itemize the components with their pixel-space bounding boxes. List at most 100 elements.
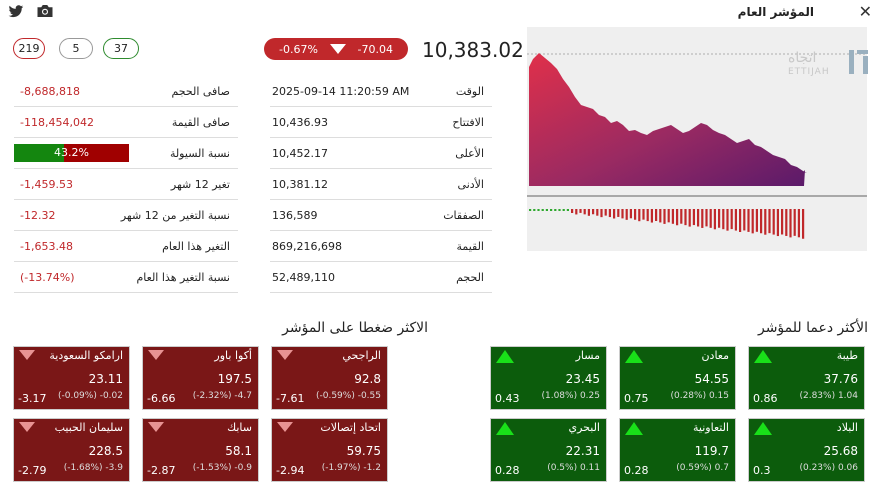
unchanged-badge: 5 [59, 38, 93, 59]
flow-bar [755, 209, 758, 232]
stock-name: سليمان الحبيب [54, 421, 123, 434]
down-triangle-icon [19, 422, 35, 432]
stock-price: 37.76 [823, 372, 858, 386]
flow-bar [802, 209, 805, 239]
flow-bar [676, 209, 679, 226]
down-triangle-icon [329, 44, 346, 54]
stat-label: الوقت [455, 84, 484, 98]
close-icon[interactable]: ✕ [858, 2, 872, 21]
flow-bar [785, 209, 788, 236]
index-impact: -2.87 [147, 464, 176, 477]
flow-bar [692, 209, 695, 226]
flow-bar [537, 209, 540, 211]
flow-bar [650, 209, 653, 223]
up-triangle-icon [625, 422, 643, 435]
pressure-card[interactable]: سليمان الحبيب 228.5 (-1.68%) -3.9 -2.79 [13, 418, 130, 482]
flow-bar [751, 209, 754, 234]
pressure-card[interactable]: أكوا باور 197.5 (-2.32%) -4.7 -6.66 [142, 346, 259, 410]
advancers-badge: 37 [103, 38, 139, 59]
flow-bar [558, 209, 561, 211]
stock-name: طيبة [836, 349, 858, 362]
flow-bar [688, 209, 691, 227]
flow-bar [747, 209, 750, 232]
stat-value: 10,436.93 [272, 115, 328, 129]
flow-bar [545, 209, 548, 211]
index-stats-table: 2025-09-14 11:20:59 AM الوقت 10,436.93 ا… [270, 76, 492, 293]
flow-bar [667, 209, 670, 223]
stat-value: 869,216,698 [272, 239, 342, 253]
support-card[interactable]: البحري 22.31 (0.5%) 0.11 0.28 [490, 418, 607, 482]
support-card[interactable]: مسار 23.45 (1.08%) 0.25 0.43 [490, 346, 607, 410]
up-triangle-icon [625, 350, 643, 363]
flow-bar [793, 209, 796, 236]
pressure-card[interactable]: اتحاد إتصالات 59.75 (-1.97%) -1.2 -2.94 [271, 418, 388, 482]
flow-bar [587, 209, 590, 216]
flow-bar [684, 209, 687, 226]
twitter-icon[interactable] [8, 5, 24, 18]
stat-label: الحجم [456, 270, 484, 284]
stat-row-liquidity: 43.2% نسبة السيولة [14, 138, 238, 169]
stat-row-value: 869,216,698 القيمة [270, 231, 492, 262]
camera-icon[interactable] [36, 4, 54, 18]
flow-bar [575, 209, 578, 215]
pressure-card[interactable]: الراجحي 92.8 (-0.59%) -0.55 -7.61 [271, 346, 388, 410]
support-card[interactable]: معادن 54.55 (0.28%) 0.15 0.75 [619, 346, 736, 410]
flow-bar [701, 209, 704, 228]
flow-bar [533, 209, 536, 211]
stock-name: أكوا باور [214, 349, 252, 362]
logo-mark-bar [849, 50, 854, 74]
stock-price: 119.7 [694, 444, 729, 458]
stat-row-low: 10,381.12 الأدنى [270, 169, 492, 200]
flow-bar [579, 209, 582, 213]
logo-mark-bar [863, 56, 868, 74]
flow-bar [621, 209, 624, 219]
stat-label: الأدنى [457, 177, 484, 191]
support-card[interactable]: البلاد 25.68 (0.23%) 0.06 0.3 [748, 418, 865, 482]
stat-label: الصفقات [443, 208, 484, 222]
stat-value: 136,589 [272, 208, 318, 222]
stock-change: (-0.59%) -0.55 [315, 391, 381, 401]
flow-bar [772, 209, 775, 235]
flow-bar [625, 209, 628, 220]
stat-row-ytd-change: -1,653.48 التغير هذا العام [14, 231, 238, 262]
stock-price: 23.11 [88, 372, 123, 386]
stat-row-time: 2025-09-14 11:20:59 AM الوقت [270, 76, 492, 107]
stat-value: -12.32 [20, 208, 56, 222]
stock-price: 197.5 [217, 372, 252, 386]
index-change-value: -70.04 [357, 42, 393, 56]
stat-label: تغير 12 شهر [170, 177, 230, 191]
stock-name: مسار [575, 349, 600, 362]
flow-bar [554, 209, 557, 211]
stock-change: (0.23%) 0.06 [799, 463, 858, 473]
flow-bar [743, 209, 746, 231]
support-card[interactable]: التعاونية 119.7 (0.59%) 0.7 0.28 [619, 418, 736, 482]
flow-bar [566, 209, 569, 211]
flow-bar [541, 209, 544, 211]
stat-label: صافى القيمة [171, 115, 230, 129]
flow-bar [659, 209, 662, 223]
price-area [529, 53, 807, 186]
stock-price: 22.31 [565, 444, 600, 458]
stock-name: ارامكو السعودية [49, 349, 123, 362]
net-stats-table: -8,688,818 صافى الحجم -118,454,042 صافى … [14, 76, 238, 293]
stat-row-open: 10,436.93 الافتتاح [270, 107, 492, 138]
top-support-title: الأكثر دعما للمؤشر [757, 320, 868, 336]
flow-bar [718, 209, 721, 228]
stat-label: نسبة التغير هذا العام [136, 270, 230, 284]
flow-bar [764, 209, 767, 235]
stock-price: 59.75 [346, 444, 381, 458]
ettijah-logo: اتجاه ETTIJAH [788, 50, 868, 77]
pressure-card[interactable]: سابك 58.1 (-1.53%) -0.9 -2.87 [142, 418, 259, 482]
support-card[interactable]: طيبة 37.76 (2.83%) 1.04 0.86 [748, 346, 865, 410]
index-value: 10,383.02 [422, 38, 524, 62]
up-triangle-icon [754, 422, 772, 435]
flow-bar [730, 209, 733, 230]
stock-price: 54.55 [694, 372, 729, 386]
flow-bar [608, 209, 611, 218]
index-impact: 0.28 [624, 464, 649, 477]
stat-label: القيمة [456, 239, 484, 253]
flow-bar [680, 209, 683, 224]
pressure-card[interactable]: ارامكو السعودية 23.11 (-0.09%) -0.02 -3.… [13, 346, 130, 410]
flow-bar [604, 209, 607, 216]
stock-price: 58.1 [225, 444, 252, 458]
